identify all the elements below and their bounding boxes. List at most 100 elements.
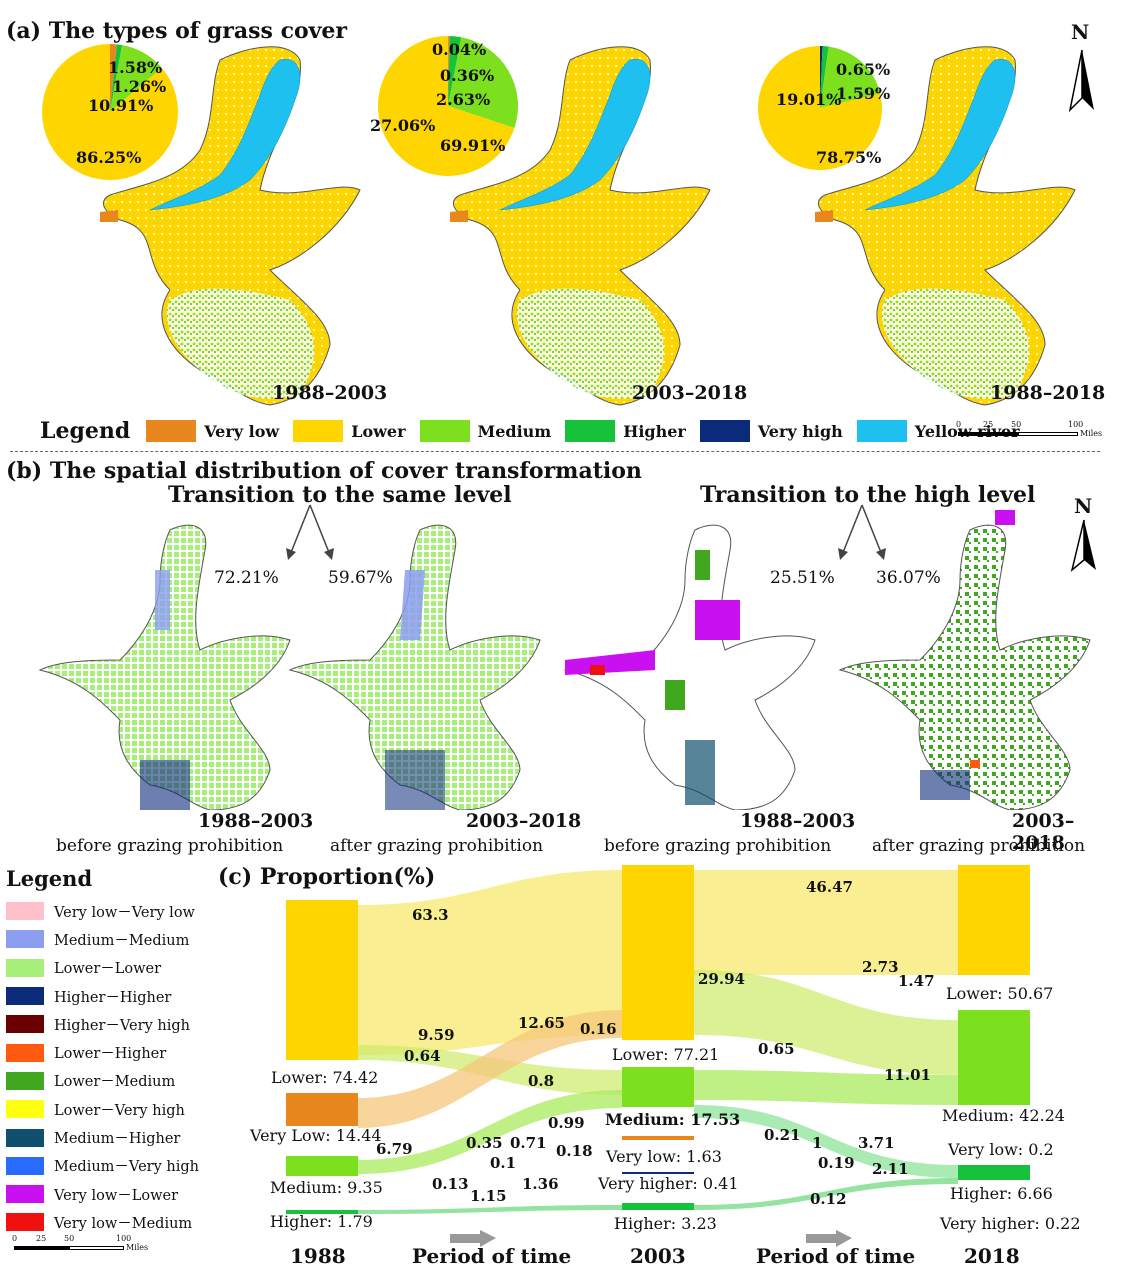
- b-map3-caption: before grazing prohibition: [604, 836, 832, 856]
- flow-lower-medium-2: [694, 970, 958, 1075]
- map-same-2003-2018: [288, 524, 541, 810]
- node-label-2003-very-higher: Very higher: 0.41: [598, 1174, 739, 1193]
- map2-period: 2003–2018: [632, 382, 748, 404]
- b-map4-period: 2003–2018: [1012, 810, 1075, 854]
- pie-slice: [820, 46, 881, 108]
- node-label-2003-very-low: Very low: 1.63: [606, 1147, 722, 1166]
- legend-label: Very low－Very low: [54, 904, 195, 921]
- flow-label: 0.16: [580, 1020, 617, 1038]
- legend-swatch: [293, 420, 344, 442]
- legend-label: Very low－Lower: [54, 1187, 179, 1204]
- flow-label: 1.36: [522, 1175, 559, 1193]
- panel-a-north-label: N: [1071, 20, 1090, 44]
- b-map4-caption: after grazing prohibition: [872, 836, 1086, 856]
- panel-divider: [10, 451, 1100, 452]
- node-label-2018-lower: Lower: 50.67: [946, 984, 1054, 1003]
- legend-b-item: Lower－Higher: [6, 1038, 221, 1066]
- pie1-label-4: 86.25%: [76, 148, 142, 167]
- flow-medium-medium-2: [694, 1070, 958, 1105]
- legend-label: Medium－Higher: [54, 1131, 181, 1148]
- flow-label: 2.73: [862, 958, 899, 976]
- b-map1-caption: before grazing prohibition: [56, 836, 284, 856]
- legend-label: Higher－Very high: [54, 1017, 190, 1034]
- node-label-2018-very-low: Very low: 0.2: [948, 1140, 1054, 1159]
- legend-label: Very low: [204, 421, 280, 441]
- period-label-2: Period of time: [756, 1244, 916, 1268]
- flow-label: 63.3: [412, 906, 449, 924]
- node-label-2018-medium: Medium: 42.24: [942, 1106, 1065, 1125]
- b-map2-period: 2003–2018: [466, 810, 582, 832]
- pie2-label-2: 0.36%: [440, 66, 495, 85]
- panel-a-legend-title: Legend: [40, 418, 131, 444]
- panel-b-north-label: N: [1074, 494, 1093, 518]
- flow-label: 1.47: [898, 972, 935, 990]
- pie3-label-2: 1.59%: [836, 84, 891, 103]
- legend-label: Lower－Very high: [54, 1102, 185, 1119]
- node-1988-medium: [286, 1156, 358, 1176]
- flow-label: 0.8: [528, 1072, 555, 1090]
- legend-label: Lower－Higher: [54, 1046, 167, 1063]
- pie1-label-1: 1.58%: [108, 58, 163, 77]
- legend-label: Higher－Higher: [54, 989, 172, 1006]
- map-same-1988-2003: [38, 524, 291, 810]
- arrow-same-right-icon: [309, 504, 334, 560]
- node-2003-medium: [622, 1067, 694, 1107]
- pie2-label-1: 0.04%: [432, 40, 487, 59]
- arrow-high-left-icon: [838, 504, 863, 560]
- legend-b-item: Higher－Higher: [6, 982, 221, 1010]
- flow-higher-higher-2: [694, 1178, 958, 1210]
- legend-b-item: Very low－Medium: [6, 1208, 221, 1236]
- node-label-1988-lower: Lower: 74.42: [271, 1068, 379, 1087]
- pie1-label-3: 10.91%: [88, 96, 154, 115]
- legend-swatch: [6, 987, 44, 1006]
- legend-b-item: Medium－Higher: [6, 1123, 221, 1151]
- pct-high-1: 25.51%: [770, 568, 835, 588]
- flow-label: 29.94: [698, 970, 745, 988]
- scale-unit: Miles: [1080, 429, 1103, 438]
- node-label-2003-higher: Higher: 3.23: [614, 1214, 717, 1233]
- scale-tick: 50: [64, 1234, 75, 1243]
- panel-b-legend: Legend Very low－Very low Medium－Medium L…: [6, 866, 221, 1237]
- legend-b-item: Higher－Very high: [6, 1010, 221, 1038]
- legend-label: Higher: [623, 421, 686, 441]
- arrow-same-left-icon: [286, 504, 311, 560]
- legend-a-higher: Higher: [565, 420, 686, 442]
- pie-slice: [110, 45, 162, 112]
- flow-lower-lower-1: [358, 870, 622, 1055]
- pie3-label-1: 0.65%: [836, 60, 891, 79]
- legend-swatch: [6, 902, 44, 921]
- legend-swatch: [6, 930, 44, 949]
- legend-a-very-low: Very low: [146, 420, 279, 442]
- north-arrow-b-icon: [1070, 519, 1096, 573]
- node-label-1988-medium: Medium: 9.35: [270, 1178, 383, 1197]
- node-2003-very-higher: [622, 1172, 694, 1174]
- flow-label: 1: [812, 1134, 823, 1152]
- flow-label: 0.13: [432, 1175, 469, 1193]
- panel-b-title: (b) The spatial distribution of cover tr…: [6, 458, 642, 484]
- scale-tick: 25: [983, 420, 994, 429]
- flow-label: 0.64: [404, 1047, 441, 1065]
- pct-high-2: 36.07%: [876, 568, 941, 588]
- legend-label: Very low－Medium: [54, 1215, 193, 1232]
- flow-label: 6.79: [376, 1140, 413, 1158]
- sankey-diagram: [286, 865, 1030, 1247]
- legend-b-item: Very low－Lower: [6, 1180, 221, 1208]
- legend-swatch: [6, 1100, 44, 1119]
- legend-swatch: [6, 1156, 44, 1175]
- node-1988-lower: [286, 900, 358, 1060]
- legend-b-item: Medium－Very high: [6, 1152, 221, 1180]
- panel-a-legend: Legend Very low Lower Medium Higher Very…: [40, 418, 1110, 444]
- scale-tick: 0: [12, 1234, 18, 1243]
- pie3-label-3: 19.01%: [776, 90, 842, 109]
- legend-label: Very high: [757, 421, 843, 441]
- map1-period: 1988–2003: [272, 382, 388, 404]
- legend-swatch: [565, 420, 616, 442]
- flow-label: 11.01: [884, 1066, 931, 1084]
- flow-label: 0.99: [548, 1114, 585, 1132]
- node-2003-higher: [622, 1203, 694, 1210]
- b-map2-caption: after grazing prohibition: [330, 836, 544, 856]
- flow-label: 1.15: [470, 1187, 507, 1205]
- legend-swatch: [6, 1213, 44, 1232]
- node-label-1988-higher: Higher: 1.79: [270, 1212, 373, 1231]
- legend-b-item: Lower－Medium: [6, 1067, 221, 1095]
